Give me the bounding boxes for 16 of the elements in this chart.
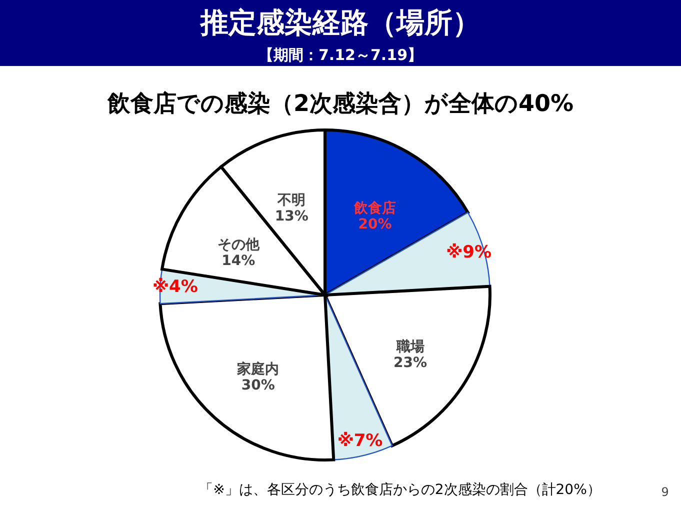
chart-subtitle: 【期間：7.12～7.19】 [258, 46, 423, 64]
data-label: ※7% [337, 430, 383, 451]
chart-title: 推定感染経路（場所） [200, 6, 480, 39]
slice-label: その他 [217, 237, 260, 253]
slice-label: 不明 [276, 192, 306, 209]
text: 9 [661, 485, 669, 499]
data-label: 30% [241, 377, 275, 394]
slice-label: 家庭内 [236, 360, 280, 378]
slice-label: 飲食店 [353, 199, 396, 216]
data-label: 23% [394, 355, 428, 372]
data-label: 20% [358, 216, 392, 232]
text: 「※」は、各区分のうち飲食店からの2次感染の割合（計20%） [199, 482, 601, 498]
data-label: 14% [222, 253, 256, 269]
slice-label: 職場 [395, 338, 424, 356]
text: 飲食店での感染（2次感染含）が全体の40% [106, 90, 574, 117]
data-label: 13% [274, 208, 308, 225]
